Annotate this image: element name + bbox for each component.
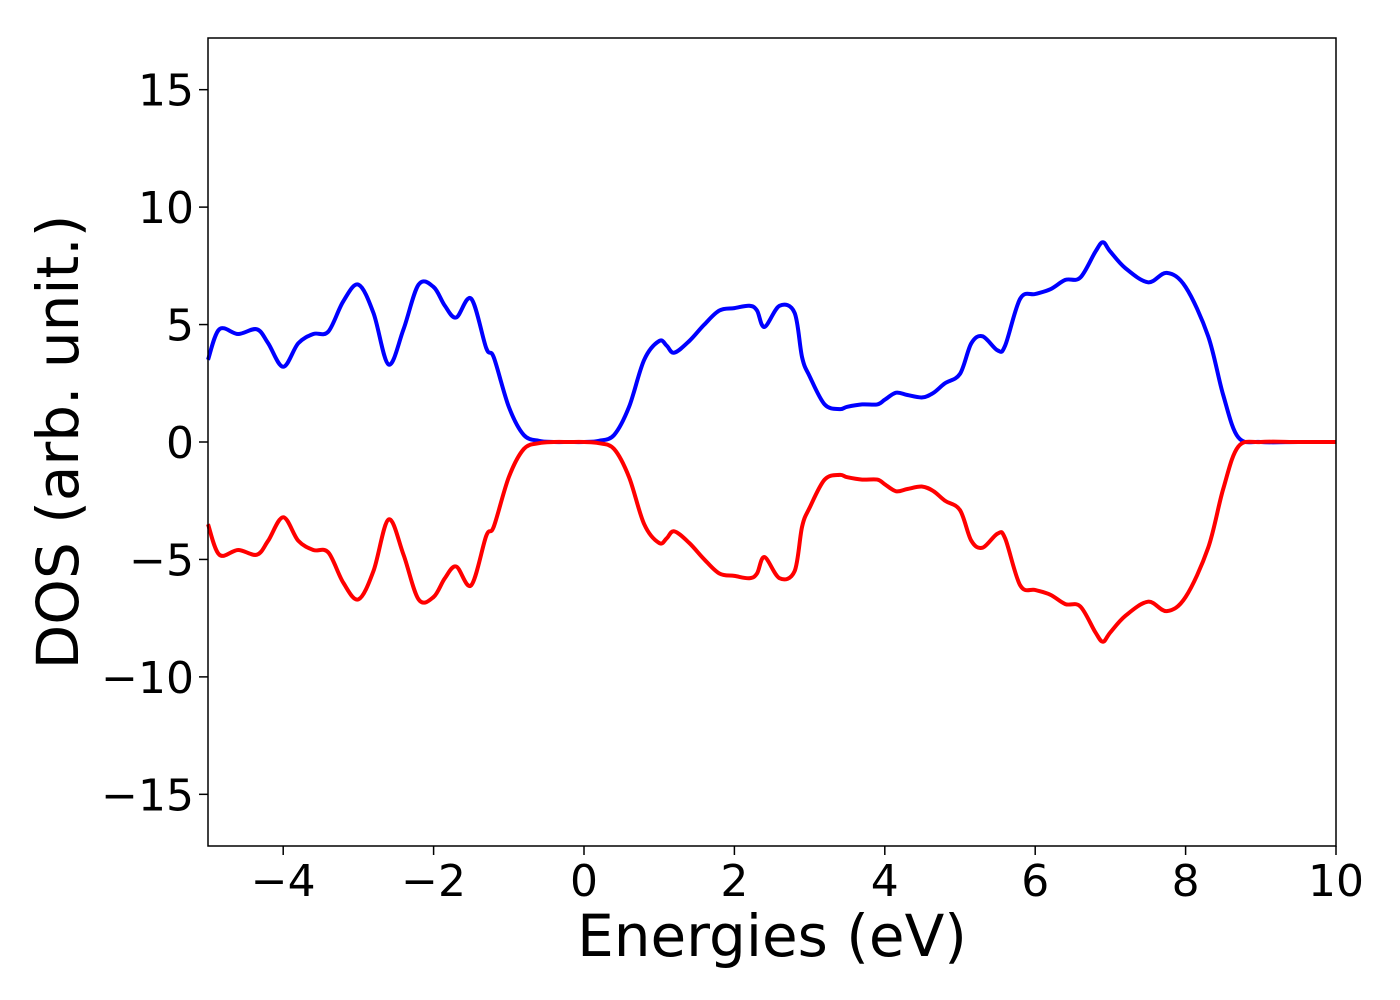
y-tick-label: 5 [166,301,194,352]
series-layer [206,240,1336,644]
x-tick-label: 2 [720,856,748,907]
y-tick-label: −10 [101,653,194,704]
x-tick-label: 6 [1021,856,1049,907]
x-tick-label: −2 [401,856,466,907]
x-tick-label: 10 [1308,856,1364,907]
y-tick-label: 0 [166,418,194,469]
x-tick-label: 8 [1172,856,1200,907]
y-tick-label: −5 [129,535,194,586]
dos-line-positive [206,240,1336,445]
plot-area-frame [207,37,1337,847]
x-axis-title: Energies (eV) [577,902,967,970]
y-tick-label: 10 [138,183,194,234]
y-axis-ticks: 15 10 5 0 −5 −10 −15 [101,66,208,821]
x-tick-label: 4 [871,856,899,907]
y-tick-label: −15 [101,770,194,821]
x-axis-ticks: −4 −2 0 2 4 6 8 10 [251,846,1364,907]
x-tick-label: −4 [251,856,316,907]
dos-line-negative [206,439,1336,644]
y-axis-title: DOS (arb. unit.) [24,215,92,670]
x-tick-label: 0 [570,856,598,907]
y-tick-label: 15 [138,66,194,117]
